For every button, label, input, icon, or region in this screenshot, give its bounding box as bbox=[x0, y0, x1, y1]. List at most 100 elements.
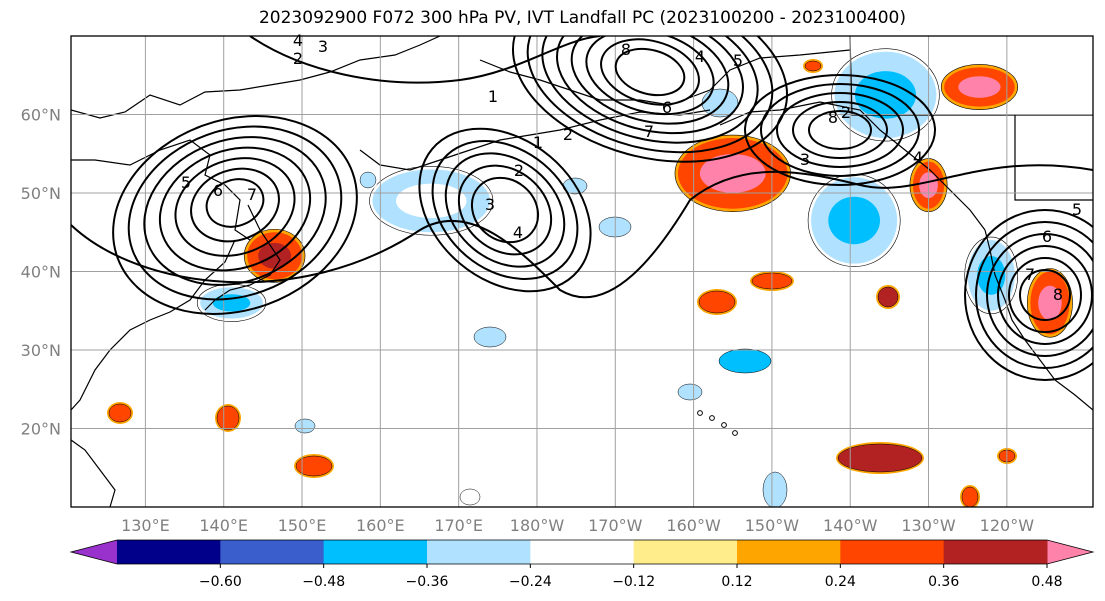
contour-label: 8 bbox=[621, 40, 631, 59]
colorbar-segment bbox=[427, 540, 531, 564]
blob-core bbox=[473, 326, 507, 348]
contour-label: 4 bbox=[293, 31, 303, 50]
shade-outline bbox=[807, 174, 901, 267]
colorbar-tick-label: −0.36 bbox=[406, 574, 449, 590]
contour-label: 7 bbox=[247, 185, 257, 204]
small-shade-blob bbox=[458, 487, 482, 507]
contour-label: 8 bbox=[1053, 285, 1063, 304]
contour-label: 1 bbox=[533, 133, 543, 152]
shaded-region-california-negative bbox=[964, 236, 1018, 315]
pv-contour bbox=[614, 47, 686, 97]
contour-label: 3 bbox=[800, 150, 810, 169]
contour-label: 2 bbox=[563, 125, 573, 144]
coastline-segment bbox=[719, 101, 986, 231]
y-axis-ticks: 20°N 30°N 40°N 50°N 60°N bbox=[21, 106, 61, 439]
colorbar-segment bbox=[840, 540, 945, 564]
contour-label: 5 bbox=[1072, 200, 1082, 219]
pv-contour bbox=[975, 221, 1093, 369]
blob-core bbox=[677, 383, 703, 401]
shade-core bbox=[396, 183, 467, 219]
shade-outline bbox=[831, 48, 940, 142]
pv-contour bbox=[511, 36, 789, 163]
colorbar-segment bbox=[737, 540, 841, 564]
contour-label: 5 bbox=[181, 173, 191, 192]
blob-core bbox=[837, 443, 923, 473]
pv-contour bbox=[418, 127, 592, 293]
contour-label: 6 bbox=[213, 181, 223, 200]
small-shade-blob bbox=[472, 325, 508, 349]
blob-core bbox=[216, 405, 240, 431]
blob-core bbox=[877, 286, 899, 308]
colorbar-tick-label: 0.36 bbox=[928, 574, 959, 590]
small-shade-blob bbox=[107, 402, 133, 424]
colorbar-tick-label: 0.48 bbox=[1031, 574, 1062, 590]
colorbar-tick-label: 0.24 bbox=[825, 574, 856, 590]
pv-contour bbox=[760, 83, 920, 177]
contour-label: 3 bbox=[485, 195, 495, 214]
pv-contour bbox=[158, 146, 312, 272]
blob-core bbox=[359, 171, 377, 189]
pv-contour bbox=[541, 36, 759, 144]
colorbar-segment bbox=[117, 540, 221, 564]
colorbar-extend-low bbox=[71, 540, 117, 564]
small-shade-blob bbox=[876, 285, 900, 309]
contour-label: 4 bbox=[913, 148, 923, 167]
pv-contour bbox=[431, 140, 579, 280]
small-shade-blob bbox=[293, 417, 317, 435]
blob-core bbox=[295, 455, 333, 477]
shade-outline bbox=[940, 64, 1018, 110]
contour-label: 5 bbox=[733, 51, 743, 70]
x-axis-ticks: 130°E 140°E 150°E 160°E 170°E 180°W 170°W 160°W… bbox=[121, 516, 1034, 535]
small-shade-blob bbox=[803, 59, 823, 73]
coastline-segment bbox=[71, 36, 441, 119]
pv-contour bbox=[792, 101, 888, 159]
shade-core bbox=[828, 196, 880, 245]
x-tick-label: 150°W bbox=[745, 516, 800, 535]
small-shade-blob bbox=[215, 404, 241, 432]
contour-label: 7 bbox=[644, 122, 654, 141]
x-tick-label: 180°W bbox=[510, 516, 565, 535]
pv-contour bbox=[190, 167, 280, 243]
blob-core bbox=[294, 418, 316, 434]
pv-contour bbox=[1008, 257, 1082, 333]
y-tick-label: 20°N bbox=[21, 420, 61, 439]
contour-label: 2 bbox=[841, 103, 851, 122]
island bbox=[732, 430, 738, 436]
small-shade-blob bbox=[960, 485, 980, 507]
pv-contour bbox=[143, 136, 327, 286]
pv-contour bbox=[585, 36, 715, 116]
shade-outline bbox=[369, 166, 494, 236]
pv-contour bbox=[205, 178, 265, 228]
small-shade-blob bbox=[676, 382, 704, 402]
small-shade-blob bbox=[697, 289, 737, 315]
shaded-region-canada-positive bbox=[940, 64, 1018, 110]
y-tick-label: 50°N bbox=[21, 184, 61, 203]
pv-contour bbox=[997, 245, 1093, 345]
shaded-region-alaska-negative bbox=[831, 48, 940, 142]
colorbar-outline bbox=[69, 539, 1095, 565]
pv-contour bbox=[964, 209, 1093, 381]
colorbar-tick-label: −0.60 bbox=[199, 574, 242, 590]
pv-contour bbox=[570, 36, 730, 125]
pv-contours bbox=[71, 36, 1093, 381]
pv-contour bbox=[444, 152, 566, 268]
shaded-region-gulf-of-alaska-positive bbox=[674, 134, 791, 213]
pv-contour bbox=[112, 115, 358, 315]
x-tick-label: 130°E bbox=[121, 516, 170, 535]
pv-contour bbox=[470, 176, 540, 244]
contour-label: 2 bbox=[293, 49, 303, 68]
contour-label: 3 bbox=[318, 37, 328, 56]
small-shade-blob bbox=[717, 347, 773, 375]
colorbar: −0.60 −0.48 −0.36 −0.24 −0.12 0.12 0.24 0.36 0.4… bbox=[69, 539, 1095, 590]
colorbar-segment bbox=[220, 540, 325, 564]
y-tick-label: 40°N bbox=[21, 263, 61, 282]
x-tick-label: 130°W bbox=[901, 516, 956, 535]
island bbox=[721, 422, 727, 428]
pv-contour bbox=[1019, 269, 1071, 321]
island bbox=[697, 410, 703, 416]
pv-contour bbox=[744, 74, 936, 186]
colorbar-tick-label: −0.12 bbox=[612, 574, 655, 590]
blob-core bbox=[459, 488, 481, 506]
map-frame bbox=[70, 35, 1094, 508]
